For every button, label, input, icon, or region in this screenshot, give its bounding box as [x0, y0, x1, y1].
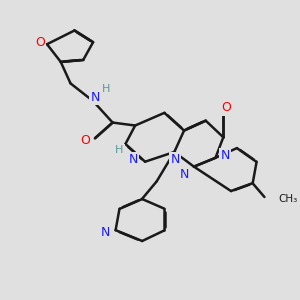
Text: N: N	[90, 91, 100, 103]
Text: N: N	[101, 226, 110, 239]
Text: CH₃: CH₃	[278, 194, 297, 204]
Text: O: O	[80, 134, 90, 147]
Text: N: N	[220, 149, 230, 162]
Text: H: H	[102, 84, 110, 94]
Text: N: N	[171, 153, 180, 166]
Text: H: H	[115, 145, 124, 155]
Text: N: N	[179, 168, 189, 181]
Text: O: O	[35, 36, 45, 49]
Text: N: N	[128, 153, 138, 166]
Text: O: O	[221, 101, 231, 114]
